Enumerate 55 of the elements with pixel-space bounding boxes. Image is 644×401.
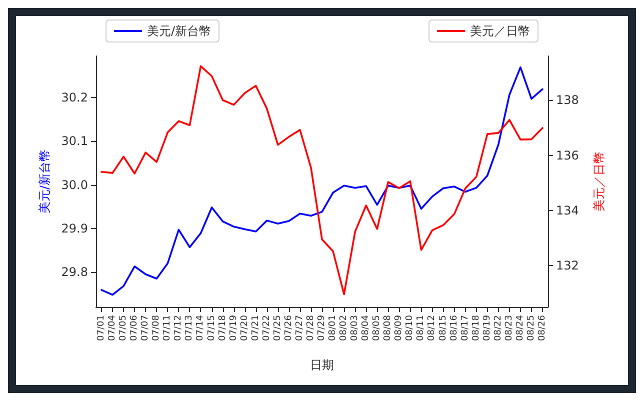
x-tick-label: 07/22 [262,315,272,341]
x-tick-label: 07/15 [206,315,217,341]
y2-tick-label: 132 [556,258,579,273]
x-tick-label: 08/15 [438,315,448,341]
y-tick-label: 30.0 [61,178,88,192]
x-tick-label: 07/07 [140,315,151,341]
x-tick-label: 08/04 [361,314,372,341]
x-tick-label: 07/19 [228,314,239,341]
x-tick-label: 07/11 [162,315,173,341]
x-tick-label: 07/28 [306,314,316,341]
y2-tick-label: 136 [556,148,579,162]
y-tick-label: 29.8 [61,265,88,280]
x-tick-label: 07/25 [272,315,283,341]
x-tick-label: 07/08 [152,314,162,341]
x-tick-label: 08/03 [350,315,360,341]
y-axis-title: 美元/新台幣 [37,149,52,214]
y-tick-label: 30.1 [61,134,88,148]
x-tick-label: 07/27 [294,315,305,341]
x-tick-label: 08/24 [515,314,526,341]
y-tick-label: 30.2 [61,90,88,104]
x-tick-label: 07/06 [130,314,140,341]
x-tick-label: 08/10 [405,314,416,341]
y2-tick-label: 134 [556,203,579,218]
x-tick-label: 08/05 [372,315,382,341]
x-axis-title: 日期 [310,358,334,372]
x-tick-label: 08/19 [482,314,492,341]
x-tick-label: 07/14 [196,314,206,341]
x-tick-label: 07/13 [184,315,195,341]
x-tick-label: 08/09 [394,314,404,341]
x-tick-label: 08/02 [339,315,350,341]
x-tick-label: 08/16 [449,314,460,341]
legend-label: 美元／日幣 [470,24,530,38]
x-tick-label: 07/18 [218,314,228,341]
x-tick-label: 07/04 [108,314,118,341]
x-tick-label: 07/26 [284,314,294,341]
y2-tick-label: 138 [556,93,579,108]
x-tick-label: 07/20 [240,314,250,341]
x-tick-label: 08/26 [537,314,548,341]
x-tick-label: 08/18 [471,314,482,341]
x-tick-label: 08/08 [383,314,394,341]
x-tick-label: 08/22 [493,315,504,341]
x-tick-label: 08/23 [504,315,514,341]
x-tick-label: 07/01 [96,315,107,341]
x-tick-label: 08/25 [526,315,536,341]
x-tick-label: 08/11 [416,315,426,341]
x-tick-label: 07/29 [317,314,327,341]
legend-label: 美元/新台幣 [147,24,212,38]
x-tick-label: 08/17 [460,315,470,341]
x-tick-label: 08/01 [328,315,338,341]
y-tick-label: 29.9 [61,221,88,236]
x-tick-label: 07/21 [250,315,261,341]
y2-axis-title: 美元／日幣 [592,152,606,212]
x-tick-label: 08/12 [427,315,438,341]
x-tick-label: 07/12 [174,315,184,341]
x-tick-label: 07/05 [118,315,129,341]
